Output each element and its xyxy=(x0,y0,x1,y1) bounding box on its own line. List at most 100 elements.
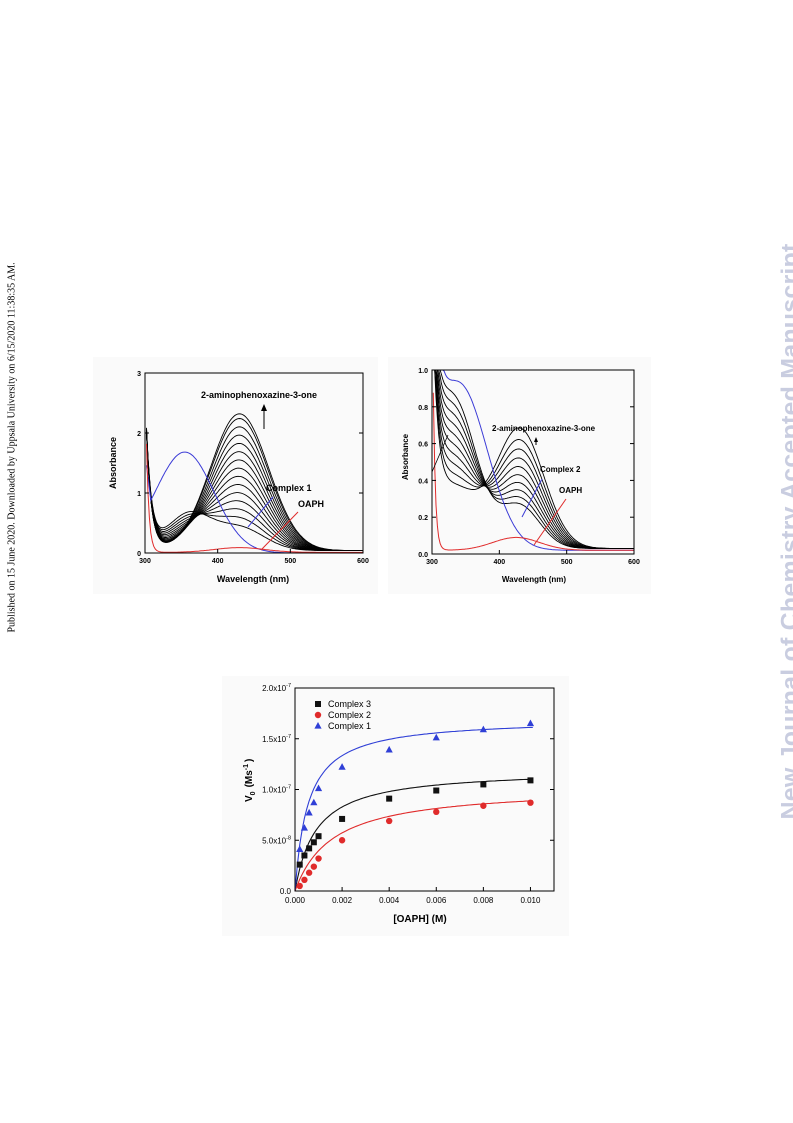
data-point-circle xyxy=(301,876,308,884)
complex-pointer xyxy=(247,496,274,528)
data-point-triangle xyxy=(526,719,535,727)
fit-curve-2 xyxy=(294,800,533,892)
data-point-triangle xyxy=(296,845,304,852)
x-tick-label-0.008: 0.008 xyxy=(473,896,494,905)
y-tick-label-0.2: 0.2 xyxy=(418,515,428,522)
data-point-square xyxy=(527,777,534,784)
data-point-triangle xyxy=(305,808,313,816)
y-tick-label-0.4: 0.4 xyxy=(418,478,428,485)
data-point-circle xyxy=(527,799,534,806)
uv-vis-chart-complex-2: 300 400 500 600 0.0 0.2 0.4 0.6 0.8 1.0 2-aminoph… xyxy=(401,368,640,584)
y-tick-exponent: -7 xyxy=(286,734,291,740)
x-axis-label: Wavelength (nm) xyxy=(502,575,566,584)
y-tick-label-2: 2 xyxy=(137,431,141,438)
scan-curve-4 xyxy=(433,370,634,549)
data-point-circle xyxy=(433,808,440,816)
scan-curve-7 xyxy=(433,370,634,549)
data-point-square xyxy=(296,861,303,868)
data-point-circle xyxy=(305,869,313,876)
product-annotation: 2-aminophenoxazine-3-one xyxy=(201,390,317,400)
substrate-pointer xyxy=(533,498,567,546)
y-tick-label-0: 0 xyxy=(137,551,141,558)
y-tick-label: 5.0x10-8 xyxy=(262,835,291,845)
scan-curve-10 xyxy=(433,370,634,549)
data-point-triangle xyxy=(300,824,309,831)
data-point-circle xyxy=(338,837,346,844)
substrate-pointer xyxy=(260,511,299,551)
y-tick-label-0.6: 0.6 xyxy=(418,442,428,449)
kinetics-chart: 0.000 0.002 0.004 0.006 0.008 0.0100.05.0x10-… xyxy=(243,683,555,925)
y-tick-label-0.8: 0.8 xyxy=(418,405,428,412)
complex-curve xyxy=(146,451,363,553)
y-tick-label: 2.0x10-7 xyxy=(262,683,291,693)
scan-curve-8 xyxy=(146,431,363,552)
data-point-triangle xyxy=(338,763,346,770)
x-tick-label-0.002: 0.002 xyxy=(332,896,353,905)
uv-vis-panel-complex-2: 300 400 500 600 0.0 0.2 0.4 0.6 0.8 1.0 2-aminoph… xyxy=(388,357,651,594)
data-point-square xyxy=(386,795,393,802)
data-point-triangle xyxy=(385,745,393,753)
increase-arrowhead xyxy=(261,404,267,411)
y-tick-label-1.0: 1.0 xyxy=(418,368,428,375)
scan-curve-6 xyxy=(433,370,634,549)
complex-curve xyxy=(433,370,634,551)
scan-curve-3 xyxy=(433,370,634,549)
data-point-square xyxy=(306,845,313,852)
y-tick-exponent: -7 xyxy=(286,785,291,791)
data-point-square xyxy=(433,787,440,794)
scan-curve-9 xyxy=(433,370,634,549)
x-axis-label: [OAPH] (M) xyxy=(393,914,446,925)
pointer-line xyxy=(431,434,449,473)
fit-curve-3 xyxy=(294,726,533,892)
data-point-circle xyxy=(385,817,393,825)
y-axis-label-unit: (Ms xyxy=(244,770,255,788)
x-tick-label-400: 400 xyxy=(493,559,505,566)
scan-curve-5 xyxy=(433,370,634,549)
y-tick-label: 0.0 xyxy=(280,887,292,896)
y-tick-mantissa: 2.0x10 xyxy=(262,684,287,693)
y-tick-mantissa: 0.0 xyxy=(280,887,292,896)
y-tick-exponent: -8 xyxy=(286,835,291,841)
increase-arrowhead xyxy=(534,437,538,442)
y-axis-label-main: V xyxy=(244,795,255,802)
legend-marker-2 xyxy=(314,711,322,719)
complex-pointer xyxy=(521,478,543,518)
y-tick-mantissa: 1.0x10 xyxy=(262,786,287,795)
scan-curve-15 xyxy=(146,413,363,552)
x-tick-label-0.000: 0.000 xyxy=(285,896,306,905)
scan-curve-2 xyxy=(433,370,634,549)
publication-note: Published on 15 June 2020. Downloaded by… xyxy=(6,262,18,633)
legend-marker-3 xyxy=(314,722,322,729)
x-tick-label-400: 400 xyxy=(212,558,224,565)
x-tick-label-300: 300 xyxy=(426,559,438,566)
y-axis-label: Absorbance xyxy=(401,433,410,480)
uv-vis-panel-complex-1: 300 400 500 600 0 1 2 3 2-aminophenoxazine-3-on… xyxy=(93,357,378,594)
x-tick-label-0.010: 0.010 xyxy=(520,896,541,905)
x-axis-label: Wavelength (nm) xyxy=(217,574,289,584)
y-tick-mantissa: 5.0x10 xyxy=(262,836,287,845)
data-point-circle xyxy=(296,882,303,890)
data-point-triangle xyxy=(432,733,440,741)
plot-frame xyxy=(144,372,364,554)
data-point-square xyxy=(480,781,487,788)
data-point-circle xyxy=(480,802,487,809)
y-tick-label-3: 3 xyxy=(137,371,141,378)
data-point-square xyxy=(301,852,308,859)
y-axis-label: Absorbance xyxy=(108,437,118,489)
y-tick-label: 1.0x10-7 xyxy=(262,785,291,795)
x-tick-label-500: 500 xyxy=(561,559,573,566)
legend-label-1: Complex 3 xyxy=(328,699,371,709)
substrate-annotation: OAPH xyxy=(298,499,324,509)
data-point-square xyxy=(315,833,322,840)
data-point-circle xyxy=(315,855,322,862)
x-tick-label-300: 300 xyxy=(139,558,151,565)
y-tick-label-0.0: 0.0 xyxy=(418,552,428,559)
complex-annotation: Complex 2 xyxy=(540,465,581,474)
y-axis-label: V0 (Ms-1) xyxy=(243,759,257,802)
x-tick-label-600: 600 xyxy=(357,558,369,565)
y-axis-label-unit-sup: -1 xyxy=(243,764,250,770)
journal-watermark: New Journal of Chemistry Accepted Manusc… xyxy=(776,243,793,820)
y-axis-label-sub: 0 xyxy=(250,791,257,795)
legend-label-2: Complex 2 xyxy=(328,710,371,720)
plot-frame xyxy=(431,369,635,555)
